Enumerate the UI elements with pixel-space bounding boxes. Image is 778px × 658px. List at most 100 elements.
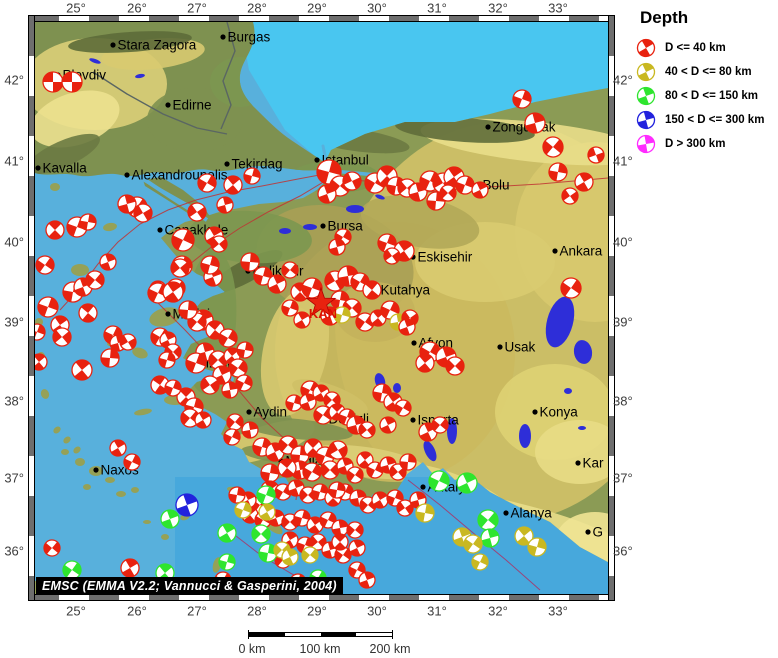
fault-line (407, 479, 541, 591)
island (40, 389, 50, 399)
island (63, 436, 71, 444)
map-border-right (608, 15, 615, 601)
river-line (220, 22, 236, 130)
city-marker-edirne: Edirne (165, 98, 212, 113)
focal-mechanism (574, 172, 594, 192)
focal-mechanism (175, 493, 199, 517)
city-marker-ankara: Ankara (552, 244, 603, 259)
svg-text:G: G (593, 525, 604, 540)
focal-mechanism (527, 537, 547, 557)
focal-mechanism (62, 560, 82, 580)
focal-mechanism (99, 253, 117, 271)
longitude-label: 32° (488, 0, 508, 16)
focal-mechanism (299, 393, 317, 411)
focal-mechanism (398, 318, 416, 336)
focal-mechanism (109, 439, 127, 457)
depth-legend: Depth D <= 40 km 40 < D <= 80 km 80 < D <=… (628, 6, 778, 156)
longitude-label: 27° (187, 0, 207, 16)
focal-mechanism (100, 348, 120, 368)
focal-mechanism (313, 405, 333, 425)
scale-mid-label: 100 km (299, 642, 341, 656)
focal-mechanism (160, 509, 180, 529)
focal-mechanism (210, 235, 228, 253)
mainshock-label: KAN (309, 306, 337, 321)
focal-mechanism (348, 539, 366, 557)
island (131, 487, 139, 493)
svg-text:Zonguldak: Zonguldak (493, 120, 556, 135)
focal-mechanism (35, 323, 46, 341)
legend-item-label: 80 < D <= 150 km (665, 90, 759, 102)
focal-mechanism (45, 220, 65, 240)
legend-beachball (636, 110, 656, 130)
focal-mechanism (241, 421, 259, 439)
focal-mechanism (258, 503, 276, 521)
fault-line (184, 177, 331, 269)
focal-mechanism (61, 71, 83, 93)
scale-bar-track (248, 632, 393, 637)
city-marker-aydin: Aydin (246, 405, 287, 420)
island (83, 484, 91, 490)
latitude-label: 36° (4, 543, 24, 559)
focal-mechanism (342, 171, 362, 191)
focal-mechanism (560, 277, 582, 299)
lake (447, 418, 457, 444)
latitude-label: 42° (4, 72, 24, 88)
focal-mechanism (431, 416, 449, 434)
longitude-label: 33° (548, 0, 568, 16)
legend-beachball-icon (636, 134, 656, 154)
longitude-label: 27° (187, 603, 207, 619)
credit-label: EMSC (EMMA V2.2; Vannucci & Gasperini, 2… (36, 577, 343, 595)
focal-mechanism (281, 548, 299, 566)
longitude-label: 29° (307, 603, 327, 619)
legend-item: D > 300 km (636, 132, 778, 156)
focal-mechanism (43, 539, 61, 557)
island (61, 449, 69, 455)
lake (393, 383, 401, 393)
focal-mechanism (394, 399, 412, 417)
focal-mechanism (243, 167, 261, 185)
focal-mechanism (71, 359, 93, 381)
focal-mechanism (428, 470, 450, 492)
focal-mechanism (281, 299, 299, 317)
focal-mechanism (331, 533, 349, 551)
focal-mechanism (234, 501, 252, 519)
island (53, 426, 61, 434)
scale-bar-segment (249, 633, 285, 636)
city-marker-kar: Kar (575, 456, 604, 471)
city-marker-g: G (585, 525, 603, 540)
legend-item: 150 < D <= 300 km (636, 108, 778, 132)
focal-mechanism (277, 458, 297, 478)
lake (346, 205, 364, 213)
focal-mechanism (218, 553, 236, 571)
river-line (92, 71, 228, 135)
focal-mechanism (281, 261, 299, 279)
island (143, 520, 151, 524)
longitude-label: 30° (367, 603, 387, 619)
focal-mechanism (471, 553, 489, 571)
focal-mechanism (383, 247, 401, 265)
focal-mechanism (226, 413, 244, 431)
focal-mechanism (162, 281, 184, 303)
focal-mechanism (78, 303, 98, 323)
focal-mechanism (317, 184, 337, 204)
svg-text:Aydin: Aydin (254, 405, 288, 420)
focal-mechanism (415, 503, 435, 523)
latitude-label: 40° (4, 234, 24, 250)
latitude-label: 39° (613, 314, 633, 330)
focal-mechanism (37, 296, 59, 318)
legend-item-label: 150 < D <= 300 km (665, 114, 765, 126)
scale-bar-tick (248, 630, 249, 639)
svg-text:Usak: Usak (505, 340, 536, 355)
city-marker-burgas: Burgas (220, 30, 271, 45)
map-border-left (28, 15, 35, 601)
focal-mechanism (120, 558, 140, 578)
focal-mechanism (333, 306, 351, 324)
city-marker-konya: Konya (532, 405, 578, 420)
focal-mechanism (35, 353, 48, 371)
svg-text:Edirne: Edirne (173, 98, 212, 113)
focal-mechanism (471, 181, 489, 199)
focal-mechanism (42, 71, 64, 93)
focal-mechanism (240, 252, 260, 272)
focal-mechanism (477, 509, 499, 531)
city-marker-eskisehir: Eskisehir (410, 250, 473, 265)
